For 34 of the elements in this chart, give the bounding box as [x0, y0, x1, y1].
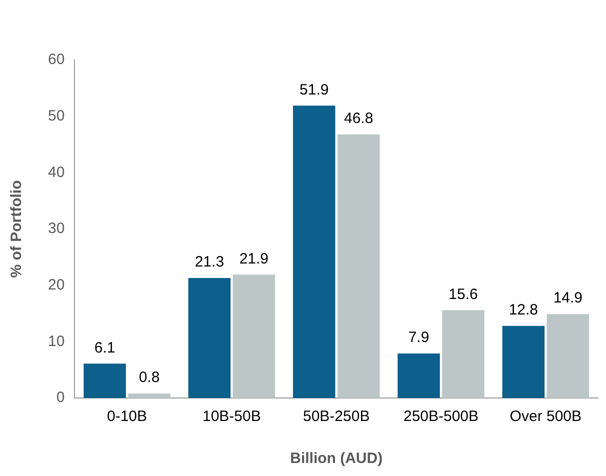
bar: [337, 134, 380, 398]
data-label: 14.9: [553, 290, 583, 307]
y-tick-label: 20: [48, 276, 65, 294]
data-label: 12.8: [508, 302, 538, 319]
y-tick-label: 60: [48, 51, 65, 68]
x-tick-label: 0-10B: [107, 408, 148, 426]
data-label: 7.9: [408, 329, 430, 346]
x-tick-label: 50B-250B: [302, 408, 370, 426]
bar: [84, 364, 126, 398]
y-tick-label: 30: [48, 220, 65, 238]
bar: [442, 310, 484, 398]
y-tick-label: 40: [48, 164, 65, 181]
x-axis-title: Billion (AUD): [290, 450, 383, 468]
bar: [292, 106, 336, 398]
y-tick-label: 0: [56, 389, 65, 406]
bar: [398, 353, 440, 398]
y-tick-label: 50: [48, 107, 65, 124]
data-label: 46.8: [344, 110, 374, 127]
data-label: 0.8: [138, 369, 160, 386]
x-tick-label: 250B-500B: [403, 408, 479, 426]
x-tick-label: Over 500B: [510, 408, 582, 426]
bar: [232, 274, 276, 398]
y-tick-label: 10: [48, 332, 65, 350]
data-label: 15.6: [448, 286, 478, 303]
data-label: 21.9: [239, 250, 269, 268]
x-tick-label: 10B-50B: [202, 408, 261, 426]
data-label: 51.9: [300, 81, 329, 98]
y-axis-title: % of Portfolio: [8, 180, 26, 278]
bar: [546, 314, 590, 398]
bar: [502, 326, 545, 398]
data-label: 21.3: [194, 254, 224, 271]
bar: [128, 393, 170, 398]
data-label: 6.1: [94, 339, 116, 356]
bar: [188, 278, 231, 398]
